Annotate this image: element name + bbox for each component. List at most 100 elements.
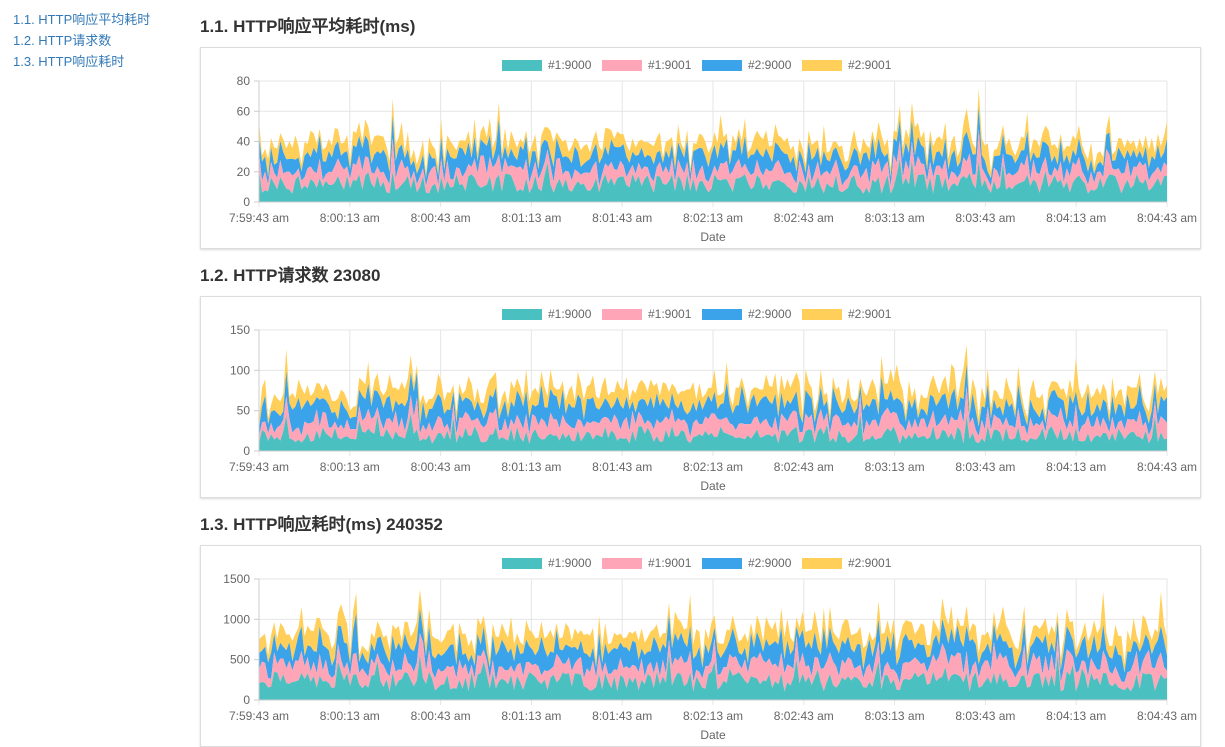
legend-swatch <box>602 309 642 320</box>
series-area-29000 <box>259 363 1167 437</box>
x-tick-label: 8:00:43 am <box>411 211 471 225</box>
x-tick-label: 8:01:43 am <box>592 709 652 723</box>
series-area-19001 <box>259 129 1167 194</box>
legend-label: #2:9001 <box>848 58 892 72</box>
x-tick-label: 8:00:43 am <box>411 460 471 474</box>
x-tick-label: 8:02:43 am <box>774 211 834 225</box>
y-tick-label: 500 <box>230 653 250 667</box>
toc-link-latency[interactable]: 1.3. HTTP响应耗时 <box>13 54 125 69</box>
series-area-19000 <box>259 654 1167 700</box>
legend-swatch <box>702 60 742 71</box>
legend-label: #2:9001 <box>848 556 892 570</box>
legend-item[interactable]: #2:9001 <box>802 307 892 321</box>
legend-swatch <box>602 60 642 71</box>
legend-item[interactable]: #1:9000 <box>502 556 592 570</box>
legend-swatch <box>802 309 842 320</box>
legend-label: #2:9000 <box>748 307 792 321</box>
legend-label: #2:9001 <box>848 307 892 321</box>
chart-panel: #1:9000 #1:9001 #2:9000 #2:9001 0 20 40 60 80 7:5… <box>200 47 1201 249</box>
y-tick-label: 0 <box>243 195 250 209</box>
x-axis-title: Date <box>700 728 726 742</box>
legend-label: #1:9000 <box>548 556 592 570</box>
toc-link-avg-latency[interactable]: 1.1. HTTP响应平均耗时 <box>13 12 151 27</box>
legend-item[interactable]: #2:9000 <box>702 307 792 321</box>
legend-label: #1:9000 <box>548 307 592 321</box>
x-tick-label: 7:59:43 am <box>229 460 289 474</box>
y-tick-label: 60 <box>237 104 251 118</box>
section-latency: 1.3. HTTP响应耗时(ms) 240352 #1:9000 #1:9001 #… <box>200 513 1201 747</box>
x-tick-label: 8:02:13 am <box>683 460 743 474</box>
series-area-29001 <box>259 344 1167 429</box>
y-tick-label: 1000 <box>223 612 250 626</box>
x-tick-label: 8:02:43 am <box>774 709 834 723</box>
legend-item[interactable]: #1:9001 <box>602 58 692 72</box>
chart-avg-latency[interactable]: #1:9000 #1:9001 #2:9000 #2:9001 0 20 40 60 80 7:5… <box>201 48 1200 248</box>
y-tick-label: 150 <box>230 323 250 337</box>
y-tick-label: 50 <box>237 404 251 418</box>
chart-request-count[interactable]: #1:9000 #1:9001 #2:9000 #2:9001 0 50 100 150 7:5… <box>201 297 1200 497</box>
x-tick-label: 8:04:13 am <box>1046 211 1106 225</box>
legend-swatch <box>502 60 542 71</box>
x-tick-label: 8:03:43 am <box>955 460 1015 474</box>
legend-item[interactable]: #2:9000 <box>702 58 792 72</box>
legend-item[interactable]: #2:9001 <box>802 58 892 72</box>
x-tick-label: 7:59:43 am <box>229 211 289 225</box>
series-area-29001 <box>259 88 1167 179</box>
x-tick-label: 8:03:13 am <box>865 709 925 723</box>
x-tick-label: 8:03:43 am <box>955 211 1015 225</box>
series-area-19001 <box>259 633 1167 692</box>
x-tick-label: 8:00:13 am <box>320 709 380 723</box>
y-tick-label: 20 <box>237 165 251 179</box>
legend-label: #1:9001 <box>648 556 692 570</box>
legend-item[interactable]: #1:9000 <box>502 58 592 72</box>
x-tick-label: 8:04:43 am <box>1137 709 1197 723</box>
x-tick-label: 7:59:43 am <box>229 709 289 723</box>
x-tick-label: 8:00:13 am <box>320 460 380 474</box>
x-tick-label: 8:01:13 am <box>501 211 561 225</box>
legend-item[interactable]: #2:9000 <box>702 556 792 570</box>
legend-item[interactable]: #1:9000 <box>502 307 592 321</box>
y-tick-label: 100 <box>230 363 250 377</box>
x-tick-label: 8:03:13 am <box>865 211 925 225</box>
y-tick-label: 1500 <box>223 572 250 586</box>
x-axis-title: Date <box>700 479 726 493</box>
x-tick-label: 8:00:43 am <box>411 709 471 723</box>
x-tick-label: 8:03:13 am <box>865 460 925 474</box>
legend-swatch <box>502 558 542 569</box>
legend-swatch <box>602 558 642 569</box>
chart-panel: #1:9000 #1:9001 #2:9000 #2:9001 0 500 1000 1500… <box>200 545 1201 747</box>
legend-label: #2:9000 <box>748 556 792 570</box>
x-tick-label: 8:01:43 am <box>592 460 652 474</box>
series-area-29000 <box>259 107 1167 187</box>
x-tick-label: 8:02:13 am <box>683 709 743 723</box>
table-of-contents: 1.1. HTTP响应平均耗时 1.2. HTTP请求数 1.3. HTTP响应… <box>13 9 150 72</box>
legend-label: #1:9001 <box>648 307 692 321</box>
x-tick-label: 8:04:13 am <box>1046 709 1106 723</box>
legend-swatch <box>702 309 742 320</box>
y-tick-label: 40 <box>237 135 251 149</box>
legend-swatch <box>802 558 842 569</box>
series-area-29001 <box>259 589 1167 673</box>
x-tick-label: 8:04:43 am <box>1137 460 1197 474</box>
x-tick-label: 8:02:43 am <box>774 460 834 474</box>
legend-label: #1:9000 <box>548 58 592 72</box>
chart-latency[interactable]: #1:9000 #1:9001 #2:9000 #2:9001 0 500 1000 1500… <box>201 546 1200 746</box>
legend-item[interactable]: #2:9001 <box>802 556 892 570</box>
x-tick-label: 8:00:13 am <box>320 211 380 225</box>
section-avg-latency: 1.1. HTTP响应平均耗时(ms) #1:9000 #1:9001 #2:900… <box>200 15 1201 249</box>
series-area-19001 <box>259 386 1167 444</box>
x-tick-label: 8:04:13 am <box>1046 460 1106 474</box>
section-title: 1.2. HTTP请求数 23080 <box>200 266 381 285</box>
legend-swatch <box>802 60 842 71</box>
section-title: 1.3. HTTP响应耗时(ms) 240352 <box>200 515 443 534</box>
x-tick-label: 8:01:43 am <box>592 211 652 225</box>
legend-label: #1:9001 <box>648 58 692 72</box>
chart-panel: #1:9000 #1:9001 #2:9000 #2:9001 0 50 100 150 7:5… <box>200 296 1201 498</box>
legend-item[interactable]: #1:9001 <box>602 556 692 570</box>
toc-link-request-count[interactable]: 1.2. HTTP请求数 <box>13 33 112 48</box>
legend-swatch <box>702 558 742 569</box>
x-tick-label: 8:01:13 am <box>501 709 561 723</box>
y-tick-label: 0 <box>243 693 250 707</box>
legend-item[interactable]: #1:9001 <box>602 307 692 321</box>
series-area-29000 <box>259 608 1167 683</box>
